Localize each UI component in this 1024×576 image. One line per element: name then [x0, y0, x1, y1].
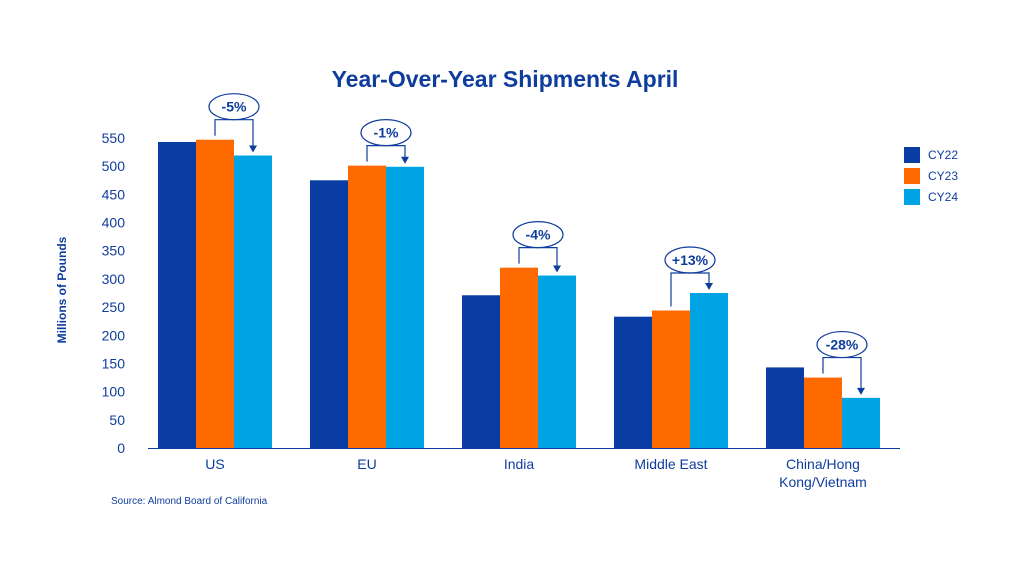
change-label: -1% — [374, 125, 399, 141]
x-tick-label: US — [205, 456, 224, 472]
bar-cy24-4 — [842, 397, 880, 448]
y-tick-label: 400 — [102, 215, 126, 231]
legend-label-cy24: CY24 — [928, 190, 959, 204]
change-arrowhead — [553, 265, 561, 273]
y-tick-label: 550 — [102, 130, 126, 146]
bar-cy22-0 — [158, 141, 196, 448]
y-tick-label: 200 — [102, 327, 126, 343]
x-tick-label: China/Hong — [786, 456, 860, 472]
y-tick-label: 300 — [102, 271, 126, 287]
bar-cy23-3 — [652, 310, 690, 448]
bar-cy23-1 — [348, 165, 386, 448]
change-label: +13% — [672, 252, 709, 268]
x-tick-label: India — [504, 456, 535, 472]
change-arrowhead — [401, 156, 409, 164]
change-label: -4% — [526, 227, 551, 243]
legend-label-cy22: CY22 — [928, 148, 959, 162]
legend-label-cy23: CY23 — [928, 169, 959, 183]
y-tick-label: 50 — [109, 412, 125, 428]
bar-cy22-2 — [462, 295, 500, 448]
y-tick-label: 350 — [102, 243, 126, 259]
change-bracket — [366, 145, 406, 162]
chart-title: Year-Over-Year Shipments April — [331, 66, 679, 92]
y-tick-label: 100 — [102, 384, 126, 400]
legend-swatch-cy23 — [904, 168, 920, 184]
x-tick-label: EU — [357, 456, 376, 472]
change-arrowhead — [249, 145, 257, 153]
y-tick-label: 250 — [102, 299, 126, 315]
y-tick-label: 500 — [102, 158, 126, 174]
x-tick-label: Kong/Vietnam — [779, 474, 867, 490]
legend-swatch-cy24 — [904, 189, 920, 205]
bar-cy24-1 — [386, 166, 424, 448]
legend-swatch-cy22 — [904, 147, 920, 163]
change-bracket — [214, 119, 254, 147]
y-tick-label: 0 — [117, 440, 125, 456]
change-label: -28% — [826, 337, 859, 353]
y-tick-label: 150 — [102, 355, 126, 371]
bar-cy23-2 — [500, 267, 538, 448]
change-arrowhead — [857, 387, 865, 395]
bar-cy23-0 — [196, 139, 234, 448]
change-bracket — [670, 272, 710, 307]
bar-cy24-0 — [234, 155, 272, 449]
change-bracket — [822, 356, 862, 389]
y-tick-label: 450 — [102, 186, 126, 202]
change-bracket — [518, 247, 558, 267]
change-label: -5% — [222, 99, 247, 115]
source-note: Source: Almond Board of California — [111, 496, 268, 507]
bar-cy22-4 — [766, 367, 804, 448]
bar-cy23-4 — [804, 377, 842, 448]
x-tick-label: Middle East — [634, 456, 707, 472]
bar-cy22-1 — [310, 180, 348, 449]
bar-cy24-2 — [538, 275, 576, 448]
change-arrowhead — [705, 283, 713, 291]
bar-cy24-3 — [690, 293, 728, 448]
bar-cy22-3 — [614, 316, 652, 448]
